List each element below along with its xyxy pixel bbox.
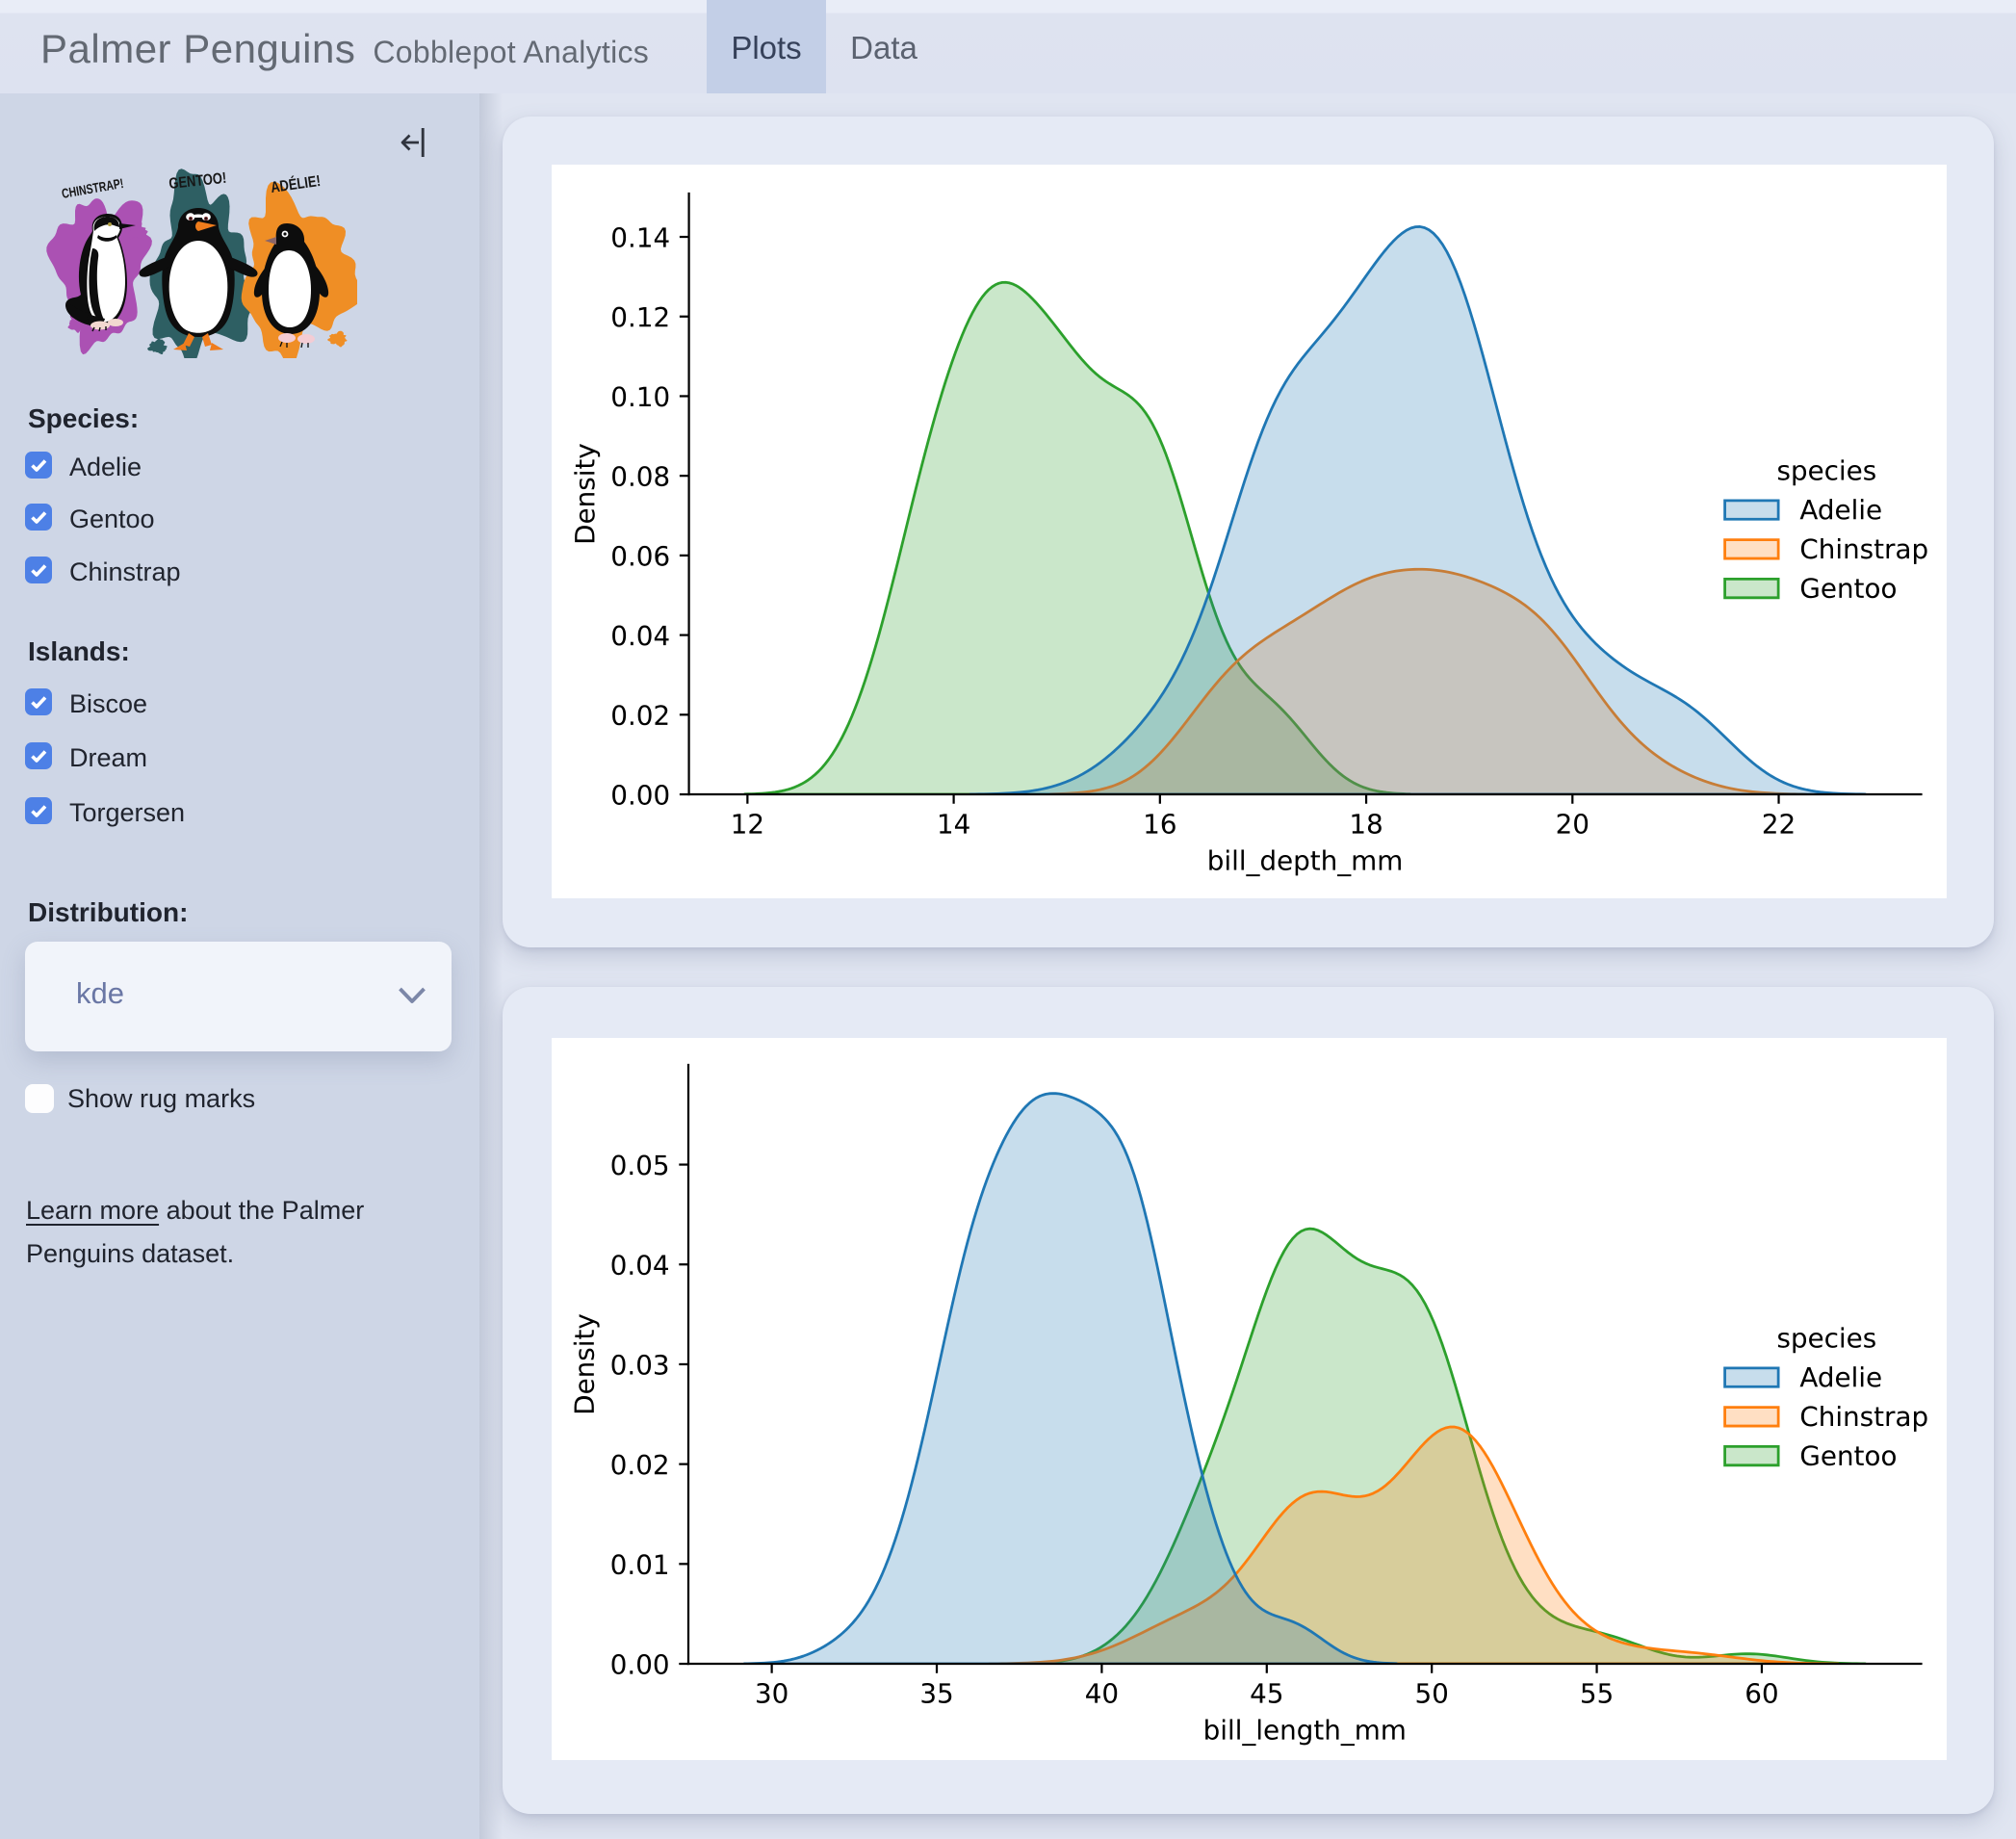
svg-text:GENTOO!: GENTOO! bbox=[168, 170, 227, 193]
svg-text:CHINSTRAP!: CHINSTRAP! bbox=[61, 175, 125, 201]
svg-text:ADÉLIE!: ADÉLIE! bbox=[270, 171, 322, 196]
